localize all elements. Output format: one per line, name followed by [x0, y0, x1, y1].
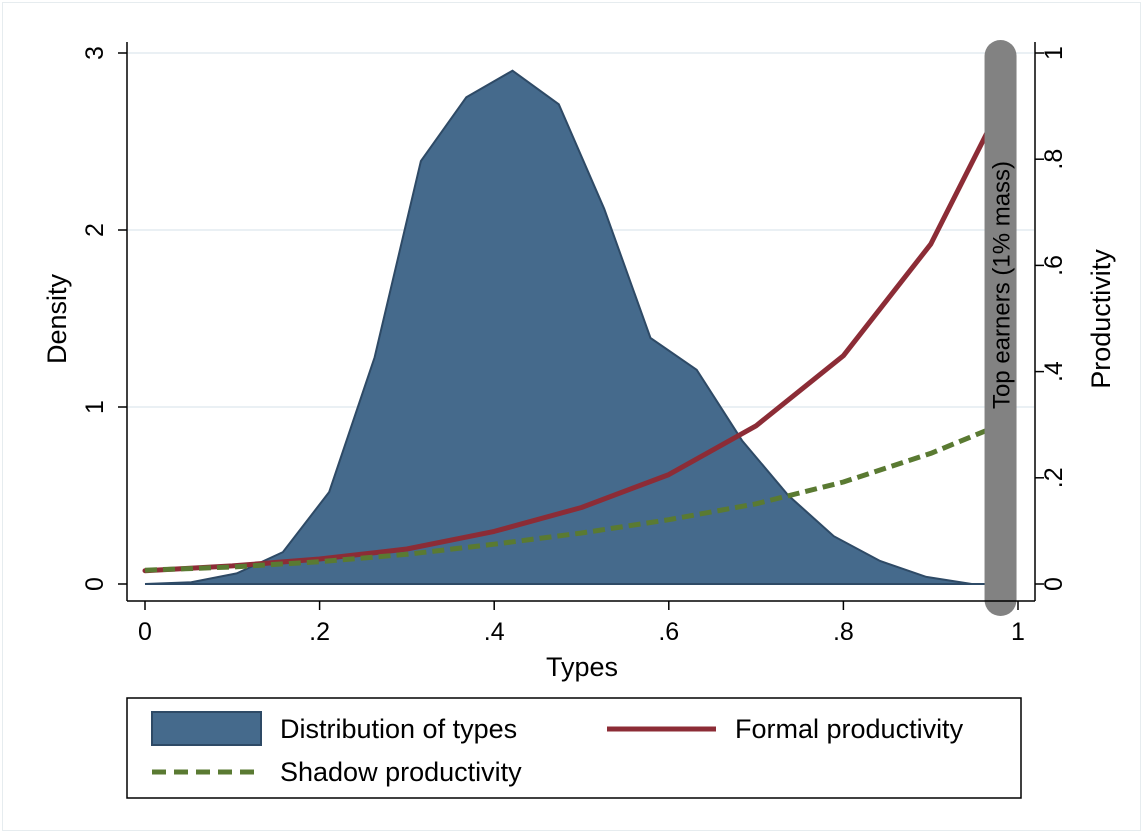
axes [118, 42, 1044, 610]
productivity-lines-layer [142, 103, 1003, 574]
top-earners-band-layer: Top earners (1% mass) [984, 40, 1017, 616]
y2-tick-label-5: 1 [1040, 46, 1068, 60]
y-tick-label-2: 2 [81, 223, 109, 237]
density-area-layer [144, 69, 1001, 585]
x-axis-title: Types [546, 652, 618, 682]
y2-tick-label-2: .4 [1040, 361, 1068, 382]
x-tick-label-2: .4 [484, 618, 505, 646]
y-tick-label-0: 0 [81, 577, 109, 591]
legend-label-shadow: Shadow productivity [280, 757, 522, 787]
legend-label-distribution: Distribution of types [280, 714, 517, 744]
y2-tick-label-3: .6 [1040, 255, 1068, 276]
legend-box [126, 697, 1022, 799]
tick-labels: 0 .2 .4 .6 .8 1 0 1 2 3 0 .2 .4 .6 .8 1 [81, 46, 1068, 646]
y2-tick-label-4: .8 [1040, 149, 1068, 170]
x-tick-label-1: .2 [309, 618, 330, 646]
x-tick-label-4: .8 [833, 618, 854, 646]
shadow-productivity-line [144, 422, 1002, 573]
distribution-of-types-area [144, 69, 1001, 585]
y2-axis-title: Productivity [1086, 249, 1116, 389]
x-tick-label-0: 0 [138, 618, 152, 646]
top-earners-label: Top earners (1% mass) [989, 161, 1016, 409]
y2-tick-label-0: 0 [1040, 577, 1068, 591]
y-tick-label-1: 1 [81, 400, 109, 414]
y2-tick-label-1: .2 [1040, 467, 1068, 488]
legend-label-formal: Formal productivity [735, 714, 964, 744]
y-axis-title: Density [42, 273, 72, 364]
legend: Distribution of types Formal productivit… [126, 697, 1022, 799]
legend-swatch-distribution [151, 711, 262, 746]
x-tick-label-3: .6 [658, 618, 679, 646]
y-tick-label-3: 3 [81, 46, 109, 60]
x-tick-label-5: 1 [1011, 618, 1025, 646]
